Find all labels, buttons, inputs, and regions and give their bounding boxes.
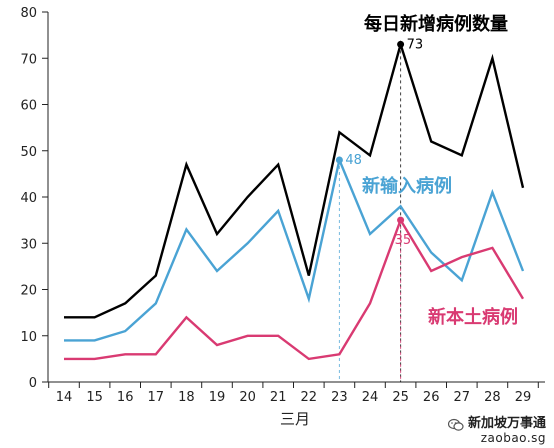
x-tick-label: 22 bbox=[301, 390, 318, 405]
x-tick-label: 15 bbox=[86, 390, 103, 405]
x-tick-label: 26 bbox=[423, 390, 440, 405]
y-tick-label: 80 bbox=[20, 6, 37, 21]
series-line-local bbox=[64, 217, 525, 361]
y-tick-label: 40 bbox=[20, 191, 37, 206]
annotation-guides bbox=[338, 44, 402, 382]
series-line-imported bbox=[64, 156, 525, 342]
watermark: 新加坡万事通 zaobao.sg bbox=[447, 416, 546, 446]
y-tick-label: 50 bbox=[20, 145, 37, 160]
data-point-marker bbox=[397, 40, 405, 48]
wechat-icon bbox=[447, 418, 464, 431]
x-axis-label: 三月 bbox=[280, 410, 310, 428]
series-line-total bbox=[64, 40, 525, 319]
data-label: 35 bbox=[395, 233, 412, 248]
data-point-marker bbox=[397, 216, 405, 224]
series-label-local: 新本土病例 bbox=[428, 306, 518, 328]
x-tick-label: 20 bbox=[239, 390, 256, 405]
x-tick-label: 23 bbox=[331, 390, 348, 405]
watermark-brand: 新加坡万事通 bbox=[467, 416, 546, 432]
chart-title: 每日新增病例数量 bbox=[364, 13, 508, 35]
x-tick-label: 28 bbox=[484, 390, 501, 405]
series-lines bbox=[64, 40, 525, 361]
data-label: 48 bbox=[345, 153, 362, 168]
annotations: 73 48 35 bbox=[335, 37, 424, 248]
y-tick-label: 70 bbox=[20, 52, 37, 67]
y-axis: 0 10 20 30 40 50 60 70 80 bbox=[20, 6, 49, 391]
y-tick-label: 20 bbox=[20, 284, 37, 299]
x-tick-label: 18 bbox=[178, 390, 195, 405]
x-tick-label: 24 bbox=[362, 390, 379, 405]
watermark-url: zaobao.sg bbox=[480, 431, 546, 446]
x-tick-label: 14 bbox=[56, 390, 73, 405]
x-tick-label: 21 bbox=[270, 390, 287, 405]
series-label-imported: 新输入病例 bbox=[362, 175, 452, 197]
y-tick-label: 30 bbox=[20, 237, 37, 252]
x-tick-label: 29 bbox=[515, 390, 532, 405]
y-tick-label: 10 bbox=[20, 330, 37, 345]
data-point-marker bbox=[335, 156, 343, 164]
x-tick-label: 16 bbox=[117, 390, 134, 405]
y-tick-label: 0 bbox=[29, 376, 37, 391]
x-tick-label: 25 bbox=[392, 390, 409, 405]
x-tick-label: 27 bbox=[454, 390, 471, 405]
x-axis: 14 15 16 17 18 19 20 21 22 23 24 25 26 27 28 29 bbox=[48, 381, 545, 405]
data-label: 73 bbox=[407, 37, 424, 52]
x-tick-label: 19 bbox=[209, 390, 226, 405]
y-tick-label: 60 bbox=[20, 99, 37, 114]
x-tick-label: 17 bbox=[148, 390, 165, 405]
